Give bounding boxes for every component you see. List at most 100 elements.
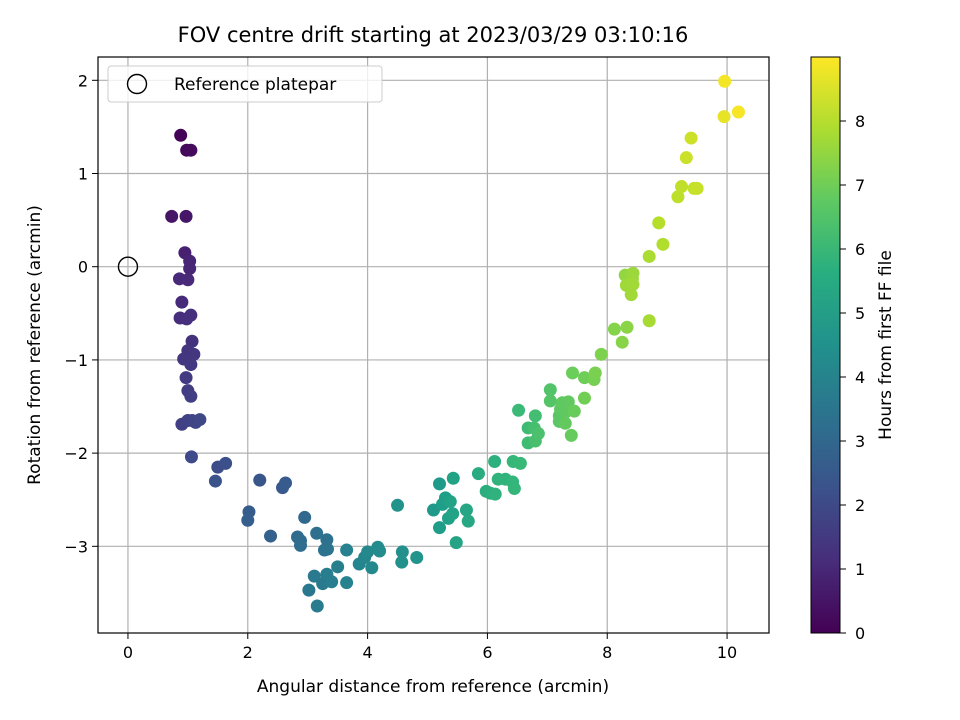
colorbar-tick-label: 6: [855, 240, 865, 259]
colorbar-tick-label: 3: [855, 432, 865, 451]
y-axis-label: Rotation from reference (arcmin): [25, 205, 45, 485]
data-point: [320, 542, 334, 556]
data-point: [184, 143, 198, 157]
x-tick-label: 10: [717, 643, 737, 662]
data-point: [325, 575, 339, 589]
data-point: [310, 526, 324, 540]
data-point: [165, 209, 179, 223]
data-point: [558, 416, 572, 430]
colorbar-tick-label: 5: [855, 304, 865, 323]
y-tick-label: 2: [78, 71, 88, 90]
data-point: [684, 131, 698, 145]
data-point: [675, 180, 689, 194]
colorbar-tick-label: 4: [855, 368, 865, 387]
data-point: [459, 503, 473, 517]
data-point: [183, 262, 197, 276]
data-point: [615, 335, 629, 349]
data-point: [567, 404, 581, 418]
data-point: [446, 471, 460, 485]
colorbar-ticks: 0 1 2 3 4 5 6 7 8: [840, 112, 865, 643]
data-point: [717, 110, 731, 124]
data-point: [264, 529, 278, 543]
legend-label: Reference platepar: [174, 75, 336, 95]
data-point: [642, 314, 656, 328]
chart-title: FOV centre drift starting at 2023/03/29 …: [178, 23, 689, 47]
legend-marker-open-circle: [126, 73, 148, 95]
data-point: [620, 320, 634, 334]
data-point: [241, 513, 255, 527]
data-point: [461, 514, 475, 528]
y-tick-label: −1: [64, 351, 88, 370]
data-point: [293, 538, 307, 552]
y-tick-label: 0: [78, 258, 88, 277]
data-point: [432, 477, 446, 491]
data-point: [373, 544, 387, 558]
data-point: [310, 599, 324, 613]
y-tick-label: −3: [64, 537, 88, 556]
data-point: [561, 395, 575, 409]
data-point: [679, 151, 693, 165]
colorbar-tick-label: 0: [855, 624, 865, 643]
y-axis-ticks: −3 −2 −1 0 1 2: [64, 71, 98, 556]
data-point: [307, 569, 321, 583]
data-point: [395, 545, 409, 559]
data-point: [624, 288, 638, 302]
colorbar-label: Hours from first FF file: [876, 250, 896, 440]
data-point: [652, 216, 666, 230]
legend: Reference platepar: [107, 65, 383, 103]
data-point: [432, 521, 446, 535]
data-point: [193, 413, 207, 427]
x-tick-label: 4: [363, 643, 373, 662]
data-point: [340, 576, 354, 590]
x-tick-label: 8: [602, 643, 612, 662]
colorbar-tick-label: 2: [855, 496, 865, 515]
data-point: [391, 498, 405, 512]
data-point: [446, 507, 460, 521]
data-point: [365, 561, 379, 575]
data-point: [253, 473, 267, 487]
x-axis-ticks: 0 2 4 6 8 10: [123, 633, 737, 662]
x-tick-label: 6: [482, 643, 492, 662]
data-point: [513, 456, 527, 470]
data-point: [512, 403, 526, 417]
y-tick-label: −2: [64, 444, 88, 463]
colorbar-tick-label: 8: [855, 112, 865, 131]
data-point: [656, 237, 670, 251]
data-point: [187, 347, 201, 361]
data-point: [528, 409, 542, 423]
data-point: [175, 295, 189, 309]
scatter-points: [117, 74, 745, 613]
data-point: [180, 312, 194, 326]
colorbar: 0 1 2 3 4 5 6 7 8 Hours from first FF file: [810, 56, 896, 643]
colorbar-tick-label: 7: [855, 176, 865, 195]
data-point: [626, 277, 640, 291]
data-point: [331, 560, 345, 574]
data-point: [642, 249, 656, 263]
data-point: [543, 383, 557, 397]
data-point: [179, 371, 193, 385]
data-point: [361, 545, 375, 559]
data-point: [302, 583, 316, 597]
data-point: [626, 266, 640, 280]
data-point: [174, 128, 188, 142]
data-point: [410, 551, 424, 565]
data-point: [320, 533, 334, 547]
x-axis-label: Angular distance from reference (arcmin): [257, 677, 609, 697]
plot-frame: [97, 56, 770, 634]
data-point: [507, 482, 521, 496]
data-point: [690, 181, 704, 195]
data-point: [607, 322, 621, 336]
x-tick-label: 2: [243, 643, 253, 662]
data-point: [184, 450, 198, 464]
data-point: [718, 74, 732, 88]
data-point: [488, 487, 502, 501]
colorbar-tick-label: 1: [855, 560, 865, 579]
data-point: [594, 347, 608, 361]
data-point: [395, 555, 409, 569]
data-point: [531, 427, 545, 441]
data-point: [543, 394, 557, 408]
data-point: [298, 510, 312, 524]
data-point: [179, 209, 193, 223]
data-point: [671, 190, 685, 204]
